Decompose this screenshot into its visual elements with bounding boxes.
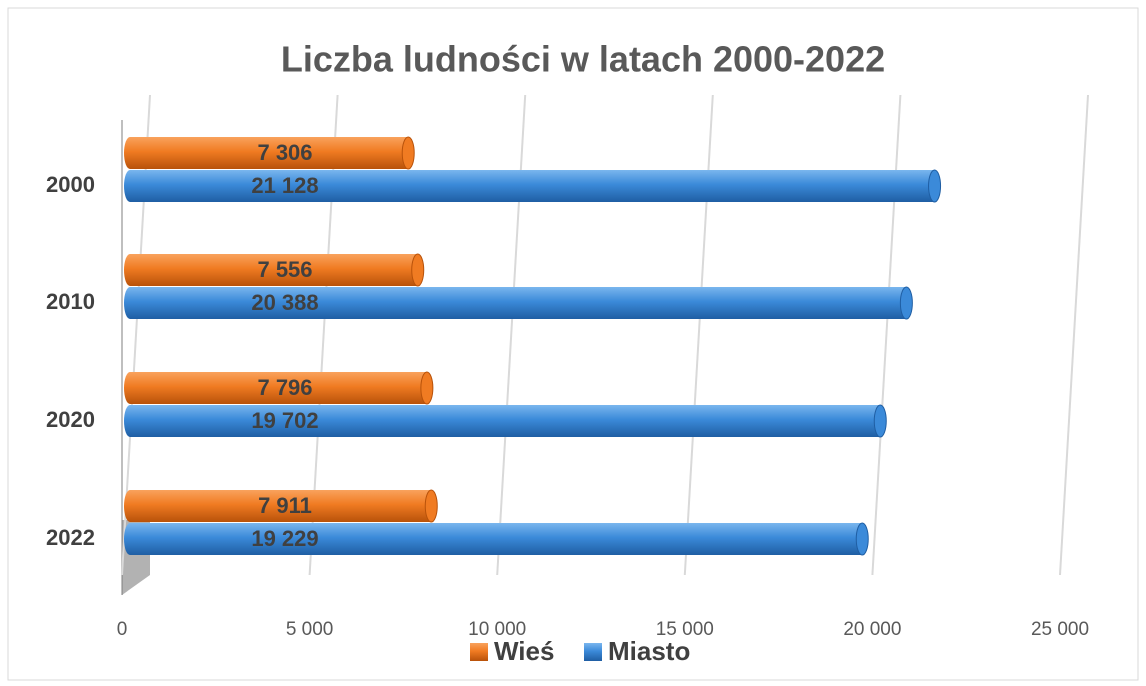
value-label: 7 911 [258,493,312,518]
x-tick-label: 15 000 [656,619,714,640]
x-tick-label: 10 000 [468,619,526,640]
category-label: 2022 [46,525,95,550]
value-label: 7 306 [257,140,312,165]
bar [124,254,424,286]
bar [124,137,415,169]
bar-cap [873,404,887,438]
legend-swatch [470,643,488,661]
bar-cap [928,169,942,203]
bar-cap [420,371,434,405]
value-label: 19 229 [251,526,318,551]
legend-swatch [584,643,602,661]
value-label: 19 702 [251,408,318,433]
bar [124,523,869,555]
category-label: 2020 [46,407,95,432]
value-label: 7 556 [257,257,312,282]
bar [124,405,887,437]
grid-line [1059,94,1089,576]
value-label: 21 128 [251,173,318,198]
bar-cap [411,253,425,287]
bar [124,490,438,522]
bar [124,170,941,202]
chart-title: Liczba ludności w latach 2000-2022 [281,39,885,80]
x-tick-label: 5 000 [286,619,334,640]
legend-label: Wieś [494,636,554,666]
value-label: 20 388 [251,290,318,315]
chart-border [7,7,1139,681]
bar-cap [855,522,869,556]
value-label: 7 796 [257,375,312,400]
bar-cap [424,489,438,523]
x-tick-label: 25 000 [1031,619,1089,640]
legend-label: Miasto [608,636,690,666]
x-tick-label: 0 [117,619,128,640]
bar [124,287,913,319]
category-label: 2000 [46,172,95,197]
x-tick-label: 20 000 [843,619,901,640]
bar-cap [401,136,415,170]
bar-cap [899,286,913,320]
bar [124,372,433,404]
category-label: 2010 [46,289,95,314]
